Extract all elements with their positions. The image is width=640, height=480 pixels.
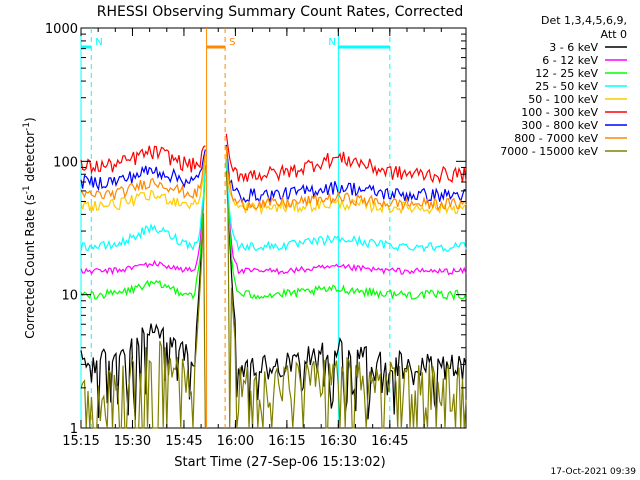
- y-axis-label-sup2: -1: [22, 122, 32, 131]
- legend-label: 300 - 800 keV: [521, 119, 598, 132]
- legend-label: 7000 - 15000 keV: [500, 145, 598, 158]
- series-line-post: [225, 159, 467, 253]
- flag-label: S: [229, 37, 235, 48]
- series-1: [80, 161, 467, 276]
- legend-header-line-2: Att 0: [601, 28, 627, 41]
- legend-label: 100 - 300 keV: [521, 106, 598, 119]
- y-axis-label-main: Corrected Count Rate (s: [23, 194, 37, 338]
- y-tick-label: 100: [53, 155, 78, 170]
- series-line-post: [225, 133, 467, 185]
- series-2: [80, 165, 467, 302]
- series-line-post: [225, 146, 467, 212]
- series-line-pre: [80, 169, 206, 300]
- series-6: [80, 144, 467, 204]
- x-axis-label: Start Time (27-Sep-06 15:13:02): [174, 455, 385, 470]
- legend-label: 3 - 6 keV: [549, 41, 598, 54]
- y-axis-label-end: ): [23, 117, 37, 122]
- series-7: [80, 146, 467, 212]
- y-axis-label-sup1: -1: [22, 185, 32, 194]
- series-layer: [80, 133, 467, 429]
- y-tick-label: 1: [70, 422, 78, 437]
- series-line-post: [225, 165, 467, 302]
- series-line-pre: [80, 153, 206, 200]
- y-tick-label: 10: [61, 289, 78, 304]
- series-4: [80, 147, 467, 216]
- chart-title: RHESSI Observing Summary Count Rates, Co…: [97, 4, 463, 20]
- flag-label: N: [95, 37, 102, 48]
- series-5: [80, 133, 467, 185]
- x-tick-label: 15:15: [62, 434, 99, 449]
- axis-layer: 15:15 15:30 15:45 16:00 16:15 16:30 16:45 1 10 10…: [45, 22, 466, 449]
- x-tick-label: 16:30: [320, 434, 357, 449]
- legend-label: 6 - 12 keV: [542, 54, 598, 67]
- y-axis-label: Corrected Count Rate (s-1 detector-1): [22, 117, 37, 338]
- legend-label: 25 - 50 keV: [535, 80, 598, 93]
- series-line-post: [225, 170, 467, 429]
- series-line-pre: [80, 165, 206, 421]
- x-tick-label: 16:45: [371, 434, 408, 449]
- flag-layer: N NS: [80, 28, 391, 428]
- legend-label: 12 - 25 keV: [535, 67, 598, 80]
- footer-date: 17-Oct-2021 09:39: [551, 467, 637, 477]
- series-line-pre: [80, 168, 206, 276]
- series-line-pre: [80, 213, 206, 429]
- series-line-post: [225, 144, 467, 204]
- series-8: [80, 170, 467, 429]
- flag-label: N: [328, 37, 335, 48]
- series-line-pre: [80, 155, 206, 212]
- series-line-pre: [80, 145, 206, 175]
- x-tick-label: 16:15: [268, 434, 305, 449]
- x-tick-label: 16:00: [217, 434, 254, 449]
- series-line-pre: [80, 149, 206, 192]
- legend-header-line-1: Det 1,3,4,5,6,9,: [541, 14, 627, 27]
- y-tick-label: 1000: [45, 22, 78, 37]
- legend-label: 800 - 7000 keV: [514, 132, 598, 145]
- x-tick-label: 15:30: [114, 434, 151, 449]
- series-line-post: [225, 161, 467, 276]
- series-line-pre: [80, 160, 206, 252]
- series-3: [80, 159, 467, 253]
- y-axis-label-mid: detector: [23, 131, 37, 186]
- x-tick-label: 15:45: [165, 434, 202, 449]
- legend-label: 50 - 100 keV: [528, 93, 598, 106]
- series-line-post: [225, 147, 467, 216]
